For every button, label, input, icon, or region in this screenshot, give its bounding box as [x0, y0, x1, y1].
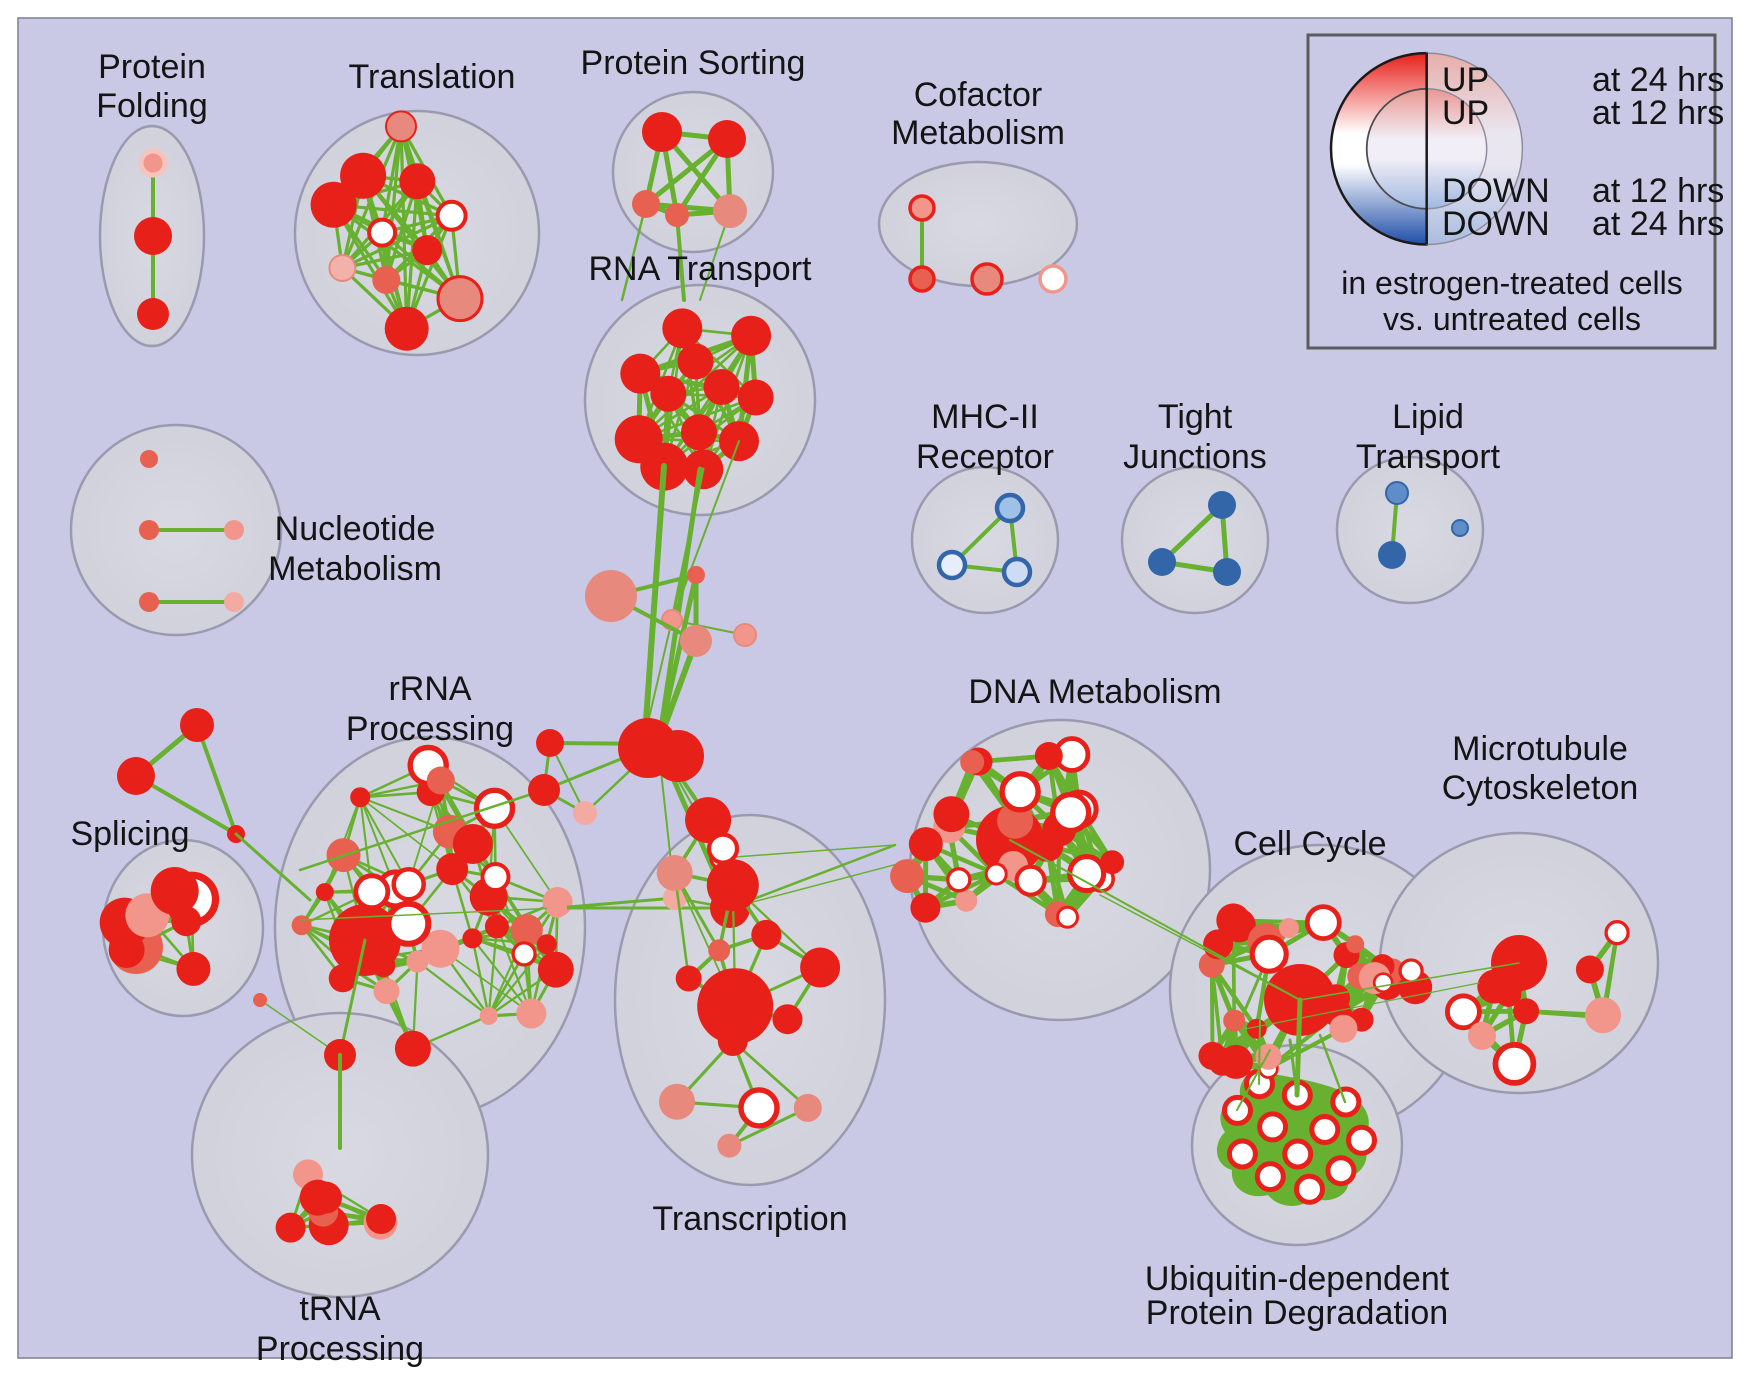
svg-text:RNA Transport: RNA Transport [589, 250, 813, 288]
svg-text:Cytoskeleton: Cytoskeleton [1442, 769, 1639, 807]
svg-text:Ubiquitin-dependent: Ubiquitin-dependent [1145, 1260, 1450, 1298]
svg-text:Cell Cycle: Cell Cycle [1233, 825, 1386, 863]
svg-text:Transcription: Transcription [652, 1200, 847, 1238]
svg-text:DOWN: DOWN [1442, 205, 1550, 243]
svg-text:Microtubule: Microtubule [1452, 730, 1628, 768]
svg-text:Processing: Processing [346, 710, 514, 748]
svg-text:Transport: Transport [1356, 438, 1501, 476]
svg-text:Metabolism: Metabolism [268, 550, 442, 588]
svg-text:Protein Degradation: Protein Degradation [1146, 1294, 1448, 1332]
svg-text:Translation: Translation [349, 58, 516, 96]
svg-text:at 12 hrs: at 12 hrs [1592, 94, 1724, 132]
svg-text:Junctions: Junctions [1123, 438, 1267, 476]
svg-text:tRNA: tRNA [299, 1290, 381, 1328]
svg-text:Folding: Folding [96, 87, 208, 125]
svg-text:rRNA: rRNA [388, 670, 471, 708]
svg-text:Metabolism: Metabolism [891, 114, 1065, 152]
svg-text:vs. untreated cells: vs. untreated cells [1383, 301, 1641, 337]
svg-text:Receptor: Receptor [916, 438, 1054, 476]
svg-text:DNA Metabolism: DNA Metabolism [968, 673, 1221, 711]
svg-text:Tight: Tight [1158, 398, 1233, 436]
svg-text:in estrogen-treated cells: in estrogen-treated cells [1341, 265, 1683, 301]
svg-text:Processing: Processing [256, 1330, 424, 1368]
svg-text:Protein: Protein [98, 48, 206, 86]
svg-text:at 24 hrs: at 24 hrs [1592, 205, 1724, 243]
svg-text:Cofactor: Cofactor [914, 76, 1043, 114]
svg-text:MHC-II: MHC-II [931, 398, 1039, 436]
svg-text:Lipid: Lipid [1392, 398, 1464, 436]
svg-text:UP: UP [1442, 94, 1489, 132]
svg-text:Splicing: Splicing [70, 815, 189, 853]
svg-text:Nucleotide: Nucleotide [275, 510, 436, 548]
svg-text:Protein Sorting: Protein Sorting [581, 44, 806, 82]
